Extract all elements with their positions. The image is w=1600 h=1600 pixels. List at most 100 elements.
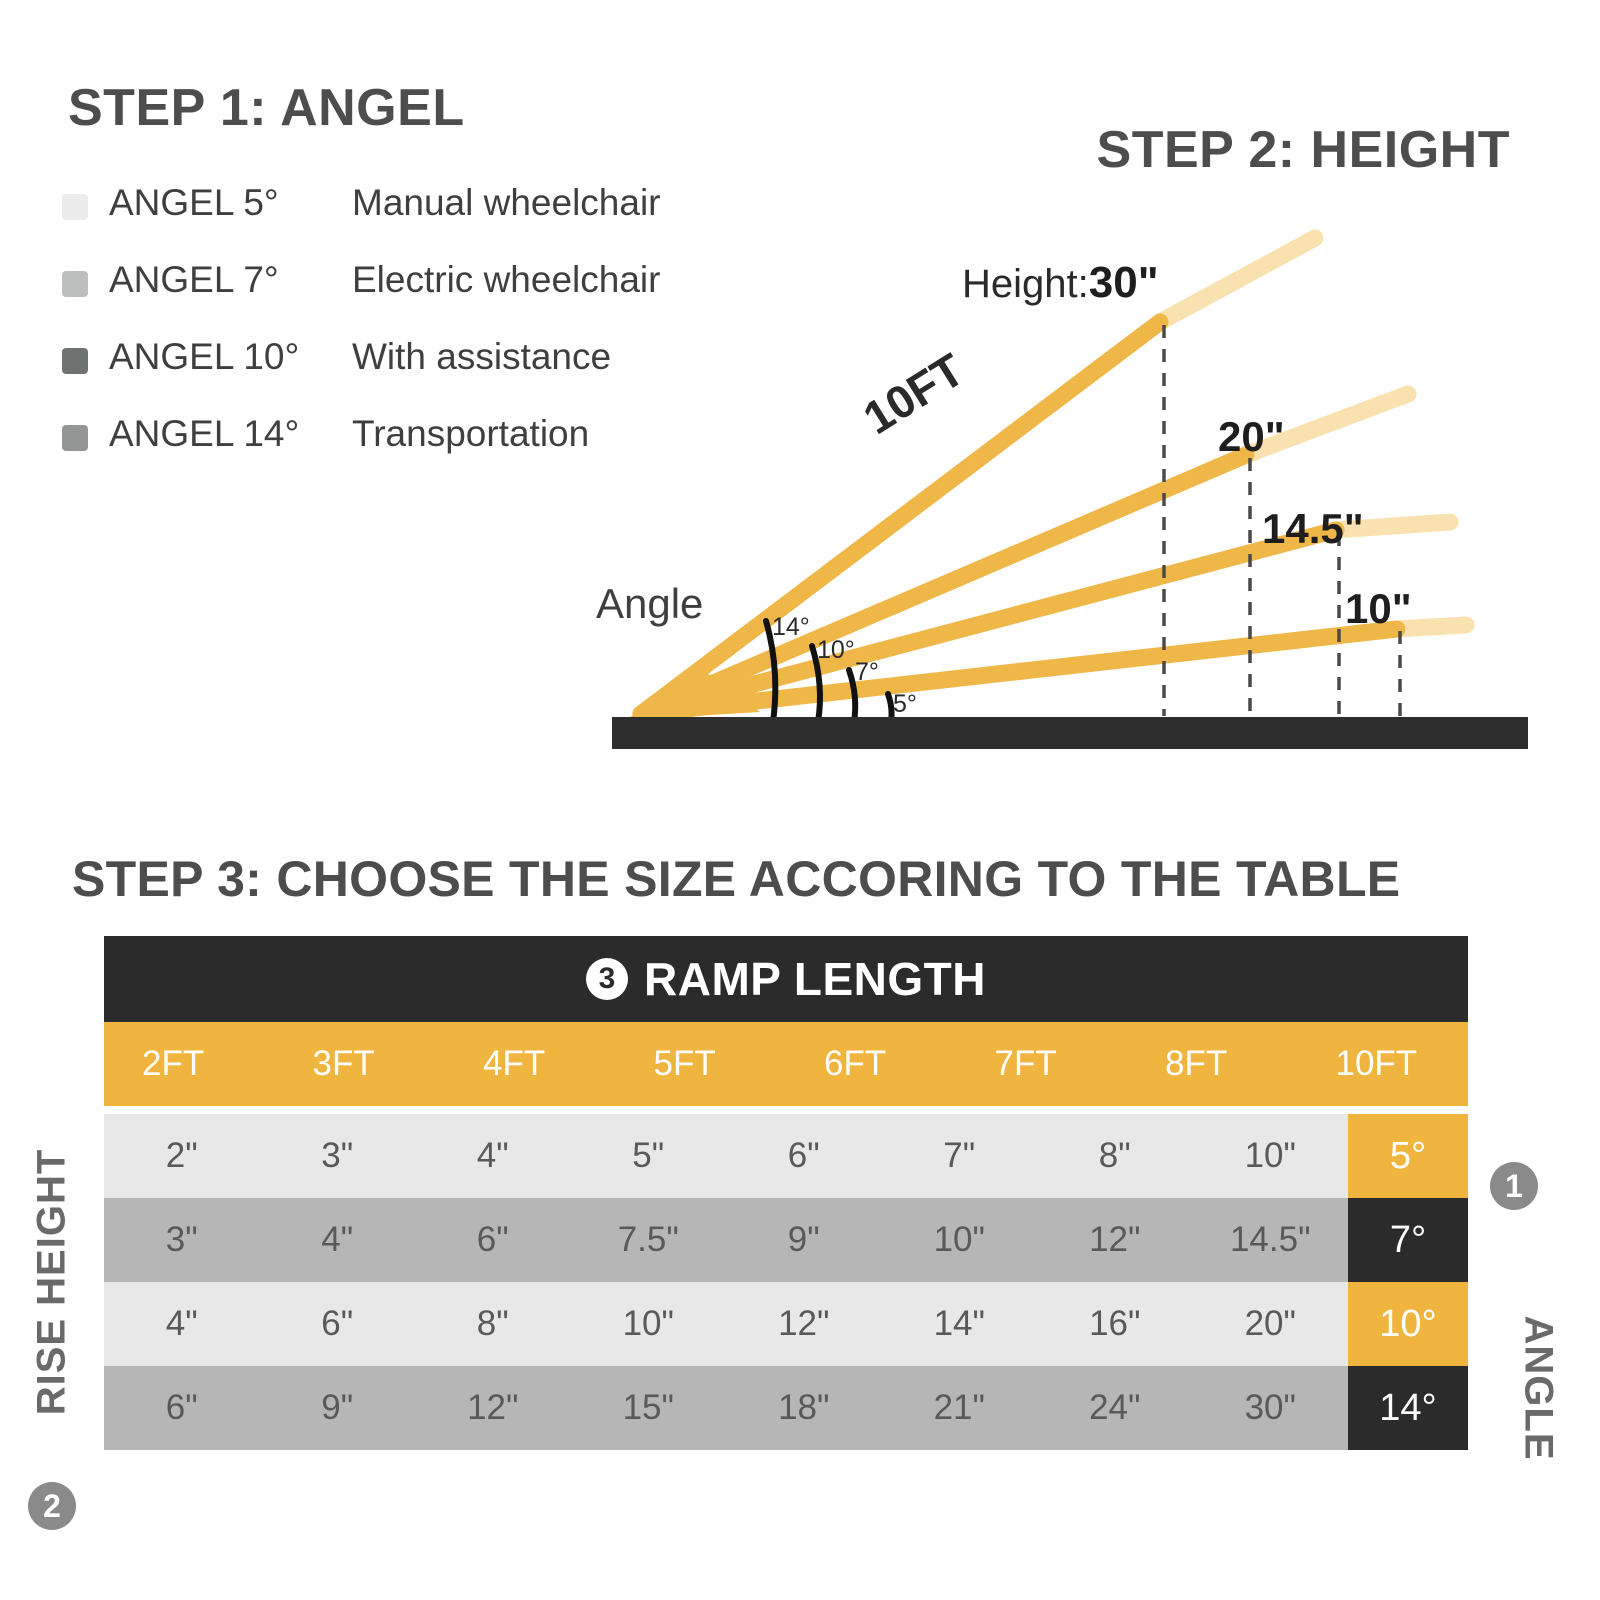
legend-swatch-10deg [62, 348, 88, 374]
ramp-line-14deg [632, 313, 1169, 723]
step1-heading: STEP 1: ANGEL [68, 79, 465, 137]
col-header-10ft: 10FT [1335, 1044, 1418, 1083]
height-value: 30" [1088, 258, 1159, 307]
table-row: 2" 3" 4" 5" 6" 7" 8" 10" 5° [104, 1114, 1468, 1198]
col-header-7ft: 7FT [994, 1044, 1057, 1083]
col-header-3ft: 3FT [312, 1044, 375, 1083]
legend-item: ANGEL 7° Electric wheelchair [62, 259, 782, 336]
height-30-label: Height:30" [962, 258, 1159, 308]
ramp-origin-wedge [626, 668, 760, 720]
table-cell: 6" [476, 1220, 509, 1259]
col-header-8ft: 8FT [1165, 1044, 1228, 1083]
legend-item: ANGEL 14° Transportation [62, 413, 782, 490]
table-cell: 12" [1089, 1220, 1141, 1259]
table-title: RAMP LENGTH [644, 953, 986, 1005]
table-cell: 18" [778, 1388, 830, 1427]
table-cell: 6" [165, 1388, 198, 1427]
legend-item: ANGEL 10° With assistance [62, 336, 782, 413]
table-cell: 12" [467, 1388, 519, 1427]
table-cell: 8" [1098, 1136, 1131, 1175]
ramp-angle-diagram [612, 229, 1528, 749]
rise-height-axis-label: RISE HEIGHT [20, 1072, 84, 1492]
table-cell: 4" [321, 1220, 354, 1259]
step2-heading: STEP 2: HEIGHT [1096, 121, 1510, 179]
angle-arc-14deg [763, 618, 779, 725]
table-cell: 4" [165, 1304, 198, 1343]
table-cell: 4" [476, 1136, 509, 1175]
angle-badge-14deg: 14° [1348, 1366, 1468, 1450]
ramp-line-7deg [632, 521, 1345, 723]
angle-badge-10deg: 10° [1348, 1282, 1468, 1366]
badge-1-icon: 1 [1490, 1162, 1538, 1210]
angle-axis-label: Angle [596, 580, 704, 627]
table-cell: 30" [1244, 1388, 1296, 1427]
ramp-size-table: 3 RAMP LENGTH 2FT 3FT 4FT 5FT 6FT 7FT 8F… [104, 936, 1468, 1450]
table-cell: 9" [787, 1220, 820, 1259]
angle-label-text: ANGLE [1516, 1315, 1561, 1461]
legend-swatch-5deg [62, 194, 88, 220]
angle-tick-5deg: 5° [893, 690, 917, 718]
angle-axis-label-right: ANGLE [1506, 1238, 1570, 1538]
angle-badge-5deg: 5° [1348, 1114, 1468, 1198]
col-header-2ft: 2FT [142, 1044, 205, 1083]
legend-swatch-14deg [62, 425, 88, 451]
table-cell: 2" [165, 1136, 198, 1175]
table-cell: 3" [165, 1220, 198, 1259]
col-header-5ft: 5FT [653, 1044, 716, 1083]
angle-tick-14deg: 14° [772, 613, 810, 641]
table-cell: 21" [933, 1388, 985, 1427]
angle-legend: ANGEL 5° Manual wheelchair ANGEL 7° Elec… [62, 182, 782, 490]
table-cell: 3" [321, 1136, 354, 1175]
table-cell: 10" [622, 1304, 674, 1343]
table-cell: 5" [632, 1136, 665, 1175]
height-14-5-label: 14.5" [1262, 505, 1364, 552]
table-cell: 9" [321, 1388, 354, 1427]
height-prefix: Height: [962, 262, 1089, 306]
legend-swatch-7deg [62, 271, 88, 297]
legend-angle-label: ANGEL 5° [109, 182, 279, 223]
table-cell: 12" [778, 1304, 830, 1343]
table-cell: 10" [1244, 1136, 1296, 1175]
table-cell: 6" [787, 1136, 820, 1175]
table-cell: 16" [1089, 1304, 1141, 1343]
table-cell: 20" [1244, 1304, 1296, 1343]
ramp-extension-7deg [1327, 513, 1459, 539]
col-header-4ft: 4FT [483, 1044, 546, 1083]
table-cell: 14" [933, 1304, 985, 1343]
legend-desc-label: Manual wheelchair [352, 182, 661, 223]
table-cell: 6" [321, 1304, 354, 1343]
table-title-band: 3 RAMP LENGTH [104, 936, 1468, 1022]
angle-arc-10deg [809, 643, 823, 725]
table-row: 4" 6" 8" 10" 12" 14" 16" 20" 10° [104, 1282, 1468, 1366]
height-10-label: 10" [1345, 585, 1412, 632]
table-cell: 14.5" [1229, 1220, 1311, 1259]
legend-angle-label: ANGEL 7° [109, 259, 279, 300]
legend-angle-label: ANGEL 14° [109, 413, 300, 454]
legend-desc-label: Electric wheelchair [352, 259, 661, 300]
table-cell: 7.5" [617, 1220, 679, 1259]
legend-item: ANGEL 5° Manual wheelchair [62, 182, 782, 259]
ramp-line-10deg [632, 446, 1255, 723]
legend-desc-label: Transportation [352, 413, 590, 454]
ramp-extension-5deg [1388, 616, 1475, 638]
table-body: 2" 3" 4" 5" 6" 7" 8" 10" 5° 3" 4" 6" 7.5… [104, 1114, 1468, 1450]
legend-angle-label: ANGEL 10° [109, 336, 300, 377]
col-header-6ft: 6FT [824, 1044, 887, 1083]
ramp-extension-10deg [1237, 385, 1417, 464]
height-20-label: 20" [1218, 413, 1285, 460]
ramp-line-5deg [632, 620, 1406, 723]
table-row: 3" 4" 6" 7.5" 9" 10" 12" 14.5" 7° [104, 1198, 1468, 1282]
table-column-headers: 2FT 3FT 4FT 5FT 6FT 7FT 8FT 10FT [104, 1022, 1468, 1106]
step3-heading: STEP 3: CHOOSE THE SIZE ACCORING TO THE … [72, 851, 1401, 907]
ramp-extension-14deg [1151, 229, 1324, 331]
badge-3-icon: 3 [586, 958, 628, 1000]
table-cell: 8" [476, 1304, 509, 1343]
rise-height-text: RISE HEIGHT [29, 1148, 74, 1416]
table-cell: 10" [933, 1220, 985, 1259]
table-cell: 15" [622, 1388, 674, 1427]
badge-2-icon: 2 [28, 1482, 76, 1530]
ground-bar [612, 717, 1528, 749]
table-cell: 24" [1089, 1388, 1141, 1427]
table-cell: 7" [943, 1136, 976, 1175]
angle-badge-7deg: 7° [1348, 1198, 1468, 1282]
